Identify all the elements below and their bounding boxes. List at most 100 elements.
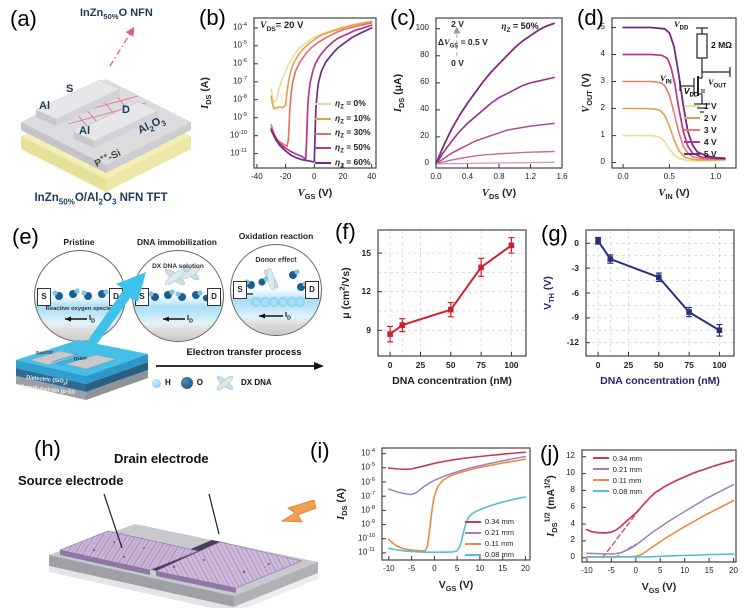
y-tick-label: 2 (570, 535, 575, 545)
y-tick-label: 10-11 (358, 547, 375, 558)
y-tick-label: 4 (570, 518, 575, 528)
y-tick-label: -12 (566, 337, 579, 348)
source-contact: S (135, 288, 149, 306)
data-point-marker (686, 309, 692, 315)
dx-dna-solution-text: DX DNA solution (152, 263, 204, 270)
legend-item: 0.34 mm (592, 454, 642, 463)
device-drawing (16, 340, 148, 400)
series-line-0.34 mm fit (601, 507, 642, 559)
drain-pointer-line (208, 493, 220, 535)
legend-label: 4 V (703, 136, 717, 147)
y-tick-label: 10-10 (230, 130, 247, 140)
data-point-marker (478, 264, 484, 271)
x-tick-label: 0 (387, 360, 393, 370)
y-tick-label: 10-8 (361, 504, 375, 515)
y-axis-label: μ (cm2/Vs) (337, 267, 353, 319)
y-axis-label: IDS (μA) (391, 73, 406, 113)
chart-annotation: ΔVGS = 0.5 V (437, 36, 488, 50)
reactive-oxygen-text: Reactive oxygen species (45, 306, 115, 312)
inverter-circuit-inset: VDD 2 MΩ VIN VOUT (656, 20, 742, 120)
panel-label-a: (a) (10, 6, 37, 31)
y-tick-label: -6 (571, 287, 579, 298)
id-current-label: ID (285, 310, 291, 322)
id-current-label: ID (89, 313, 95, 325)
y-tick-label: 12 (361, 286, 371, 297)
legend-swatch (683, 152, 700, 155)
legend-label: ηZ = 30% (335, 127, 371, 141)
h-atom-icon (152, 378, 161, 388)
source-pad (29, 350, 79, 366)
molecule-icon (164, 289, 175, 299)
chart-vth-vs-dna: 0 25 50 75 100 0 -3 -6 -9 -12 DNA concentration (n… (540, 218, 744, 398)
source-contact: S (37, 288, 51, 306)
panel-label-i: (i) (310, 438, 330, 463)
y-tick-label: 10-4 (233, 22, 247, 33)
legend-swatch (315, 162, 331, 165)
y-tick-label: 0 (424, 158, 429, 168)
x-tick-label: 20 (729, 566, 738, 575)
molecules-drawing (148, 265, 210, 322)
legend-swatch (464, 531, 481, 534)
al-top-label: Al (39, 100, 50, 112)
x-tick-label: 0.5 (663, 172, 675, 181)
legend-label: 0.21 mm (484, 528, 515, 538)
panel-label-f: (f) (335, 219, 356, 244)
oxidation-reaction-circle: S D Donor effect ID (230, 244, 322, 336)
data-point-marker (508, 242, 515, 249)
series-line-VGS=0.5V (435, 150, 555, 165)
series-line-VGS=1.5V (435, 76, 555, 165)
x-tick-label: 0 (595, 360, 601, 370)
series-line-mobility (389, 244, 513, 336)
legend-label: 0.11 mm (484, 539, 514, 549)
pristine-circle: S D Reactive oxygen species ID (34, 250, 126, 342)
device-3d-drawing (21, 26, 191, 192)
x-tick-label: 1.6 (556, 172, 568, 181)
source-electrode-label: Source electrode (18, 473, 124, 488)
molecule-legend: H O DX DNA (152, 374, 272, 392)
x-tick-label: 75 (684, 360, 694, 370)
x-tick-label: 15 (498, 564, 508, 573)
chart-mobility-vs-dna: 0 25 50 75 100 9 12 15 DNA concentration (nM) μ (… (336, 218, 538, 398)
panel-e-mechanism-diagram: Pristine DNA immobilization Oxidation re… (4, 218, 334, 400)
x-tick-label: 0.4 (461, 172, 474, 181)
x-axis-label: VGS (V) (641, 581, 677, 596)
y-tick-label: 3 (600, 76, 605, 85)
series-line-VGS=0V (435, 161, 555, 165)
x-axis-label: DNA concentration (nM) (392, 375, 512, 387)
y-tick-label: 0 (600, 157, 605, 167)
x-tick-label: 0 (432, 564, 437, 573)
panel-label-b: (b) (199, 5, 226, 30)
donor-effect-text: Donor effect (255, 257, 297, 264)
legend-label: 0.08 mm (484, 550, 515, 560)
dx-dna-icon (263, 267, 279, 291)
y-tick-label: -3 (571, 262, 579, 273)
x-tick-label: -5 (408, 564, 416, 573)
panel-label-e: (e) (12, 224, 39, 249)
drain-contact: D (109, 288, 123, 306)
panel-a-device-schematic: InZn50%O NFN S Al D Al Al2O3 P++-Si InZn… (6, 4, 196, 214)
chart-sqrt-ids-curves: -10 -5 0 5 10 15 20 0 2 4 6 8 10 12 VGS (V) IDS1/2 (mA1… (542, 438, 744, 598)
x-tick-label: -5 (607, 566, 615, 575)
legend-swatch (315, 103, 331, 106)
chart-transfer-curves-length: -10 -5 0 5 10 15 20 10-4 10-5 10-6 10-7 10-8 10-9 10-… (334, 436, 540, 596)
legend-label: ηZ = 10% (335, 112, 371, 126)
legend-title: VDD = (683, 86, 706, 99)
panel-label-c: (c) (390, 5, 416, 30)
legend-item: 0.08 mm (464, 550, 515, 560)
y-tick-label: 9 (366, 324, 371, 335)
legend-item: 4 V (683, 136, 717, 147)
series-line-0.11 mm (586, 499, 735, 558)
x-axis-label: DNA concentration (nM) (600, 375, 720, 387)
y-tick-label: 20 (420, 131, 429, 141)
x-tick-label: 100 (712, 360, 727, 370)
al-bottom-label: Al (79, 125, 90, 137)
y-axis-label: IDS (A) (198, 77, 213, 109)
legend-swatch (464, 553, 481, 556)
y-tick-label: 1 (600, 130, 605, 140)
y-tick-label: 10-6 (233, 58, 247, 68)
dna-immobilization-circle: S D DX DNA solution ID (132, 250, 224, 342)
data-point-marker (716, 327, 723, 334)
legend-label: 0.21 mm (612, 464, 642, 474)
series-line-0.21 mm fit (614, 543, 637, 559)
drain-contact: D (207, 288, 221, 306)
